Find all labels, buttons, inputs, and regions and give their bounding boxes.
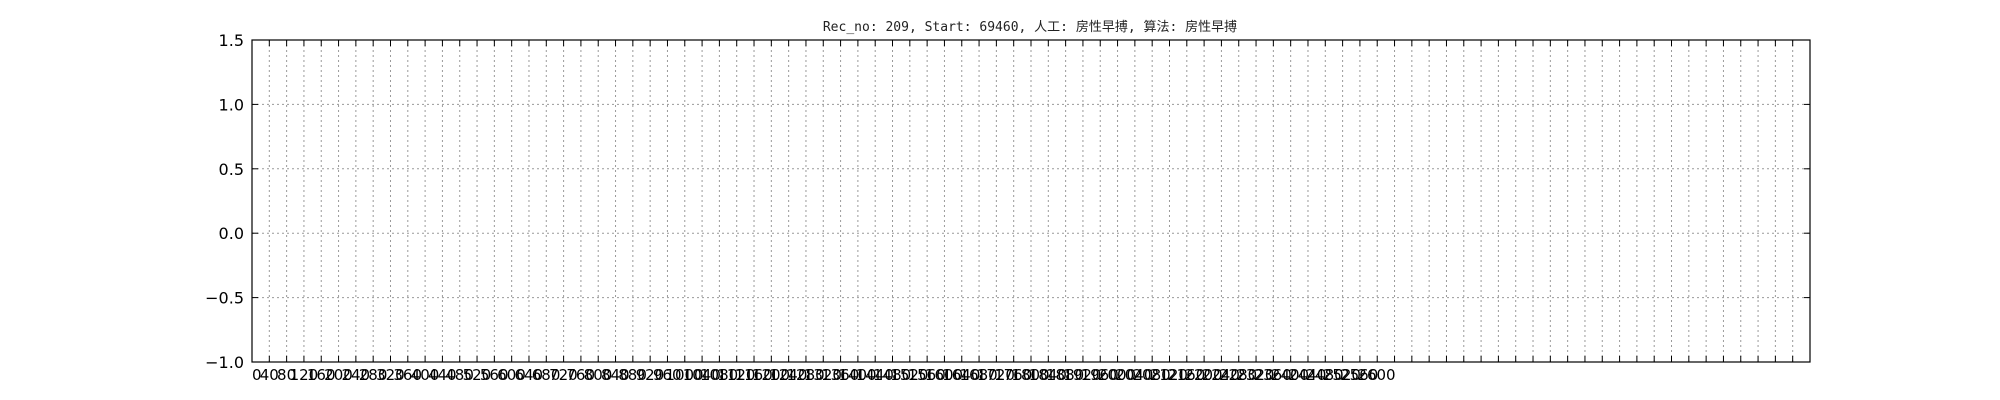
x-tick-label: 2240 xyxy=(1202,366,1240,384)
x-tick-label: 1960 xyxy=(1081,366,1119,384)
x-tick-label: 1160 xyxy=(735,366,773,384)
x-tick-label: 240 xyxy=(341,366,370,384)
x-tick-label: 1320 xyxy=(804,366,842,384)
x-tick-label: 1360 xyxy=(821,366,859,384)
x-tick-label: 2000 xyxy=(1098,366,1136,384)
x-tick-label: 1280 xyxy=(787,366,825,384)
x-tick-label: 880 xyxy=(618,366,647,384)
x-tick-label: 360 xyxy=(393,366,422,384)
x-tick-label: 440 xyxy=(428,366,457,384)
chart-title: Rec_no: 209, Start: 69460, 人工: 房性早搏, 算法:… xyxy=(823,19,1237,35)
y-tick-label: 0.5 xyxy=(219,160,244,179)
x-tick-label: 920 xyxy=(636,366,665,384)
x-tick-label: 1480 xyxy=(873,366,911,384)
x-tick-label: 760 xyxy=(566,366,595,384)
x-tick-label: 40 xyxy=(260,366,279,384)
x-tick-label: 2440 xyxy=(1288,366,1326,384)
x-tick-label: 0 xyxy=(252,366,262,384)
x-tick-label: 720 xyxy=(549,366,578,384)
y-tick-label: 1.5 xyxy=(219,31,244,50)
x-tick-label: 1680 xyxy=(960,366,998,384)
y-tick-label: 1.0 xyxy=(219,95,244,114)
x-tick-label: 640 xyxy=(514,366,543,384)
x-tick-label: 1920 xyxy=(1063,366,1101,384)
x-tick-label: 480 xyxy=(445,366,474,384)
y-tick-label: −0.5 xyxy=(205,289,244,308)
x-tick-label: 800 xyxy=(584,366,613,384)
x-tick-label: 280 xyxy=(359,366,388,384)
x-tick-label: 1120 xyxy=(717,366,755,384)
x-tick-label: 1840 xyxy=(1029,366,1067,384)
y-tick-label: 0.0 xyxy=(219,224,244,243)
x-tick-label: 2280 xyxy=(1219,366,1257,384)
x-tick-label: 1240 xyxy=(769,366,807,384)
x-tick-label: 1720 xyxy=(977,366,1015,384)
x-tick-label: 840 xyxy=(601,366,630,384)
y-tick-label: −1.0 xyxy=(205,353,244,372)
x-tick-label: 120 xyxy=(290,366,319,384)
x-tick-label: 1040 xyxy=(683,366,721,384)
x-tick-label: 2560 xyxy=(1340,366,1378,384)
x-tick-label: 1560 xyxy=(908,366,946,384)
x-tick-label: 320 xyxy=(376,366,405,384)
x-tick-label: 2040 xyxy=(1115,366,1153,384)
x-tick-label: 1440 xyxy=(856,366,894,384)
x-tick-label: 2520 xyxy=(1323,366,1361,384)
axis-ticks xyxy=(251,39,1811,363)
y-axis-labels: −1.0 −0.5 0.0 0.5 1.0 1.5 xyxy=(205,31,244,372)
x-tick-label: 2480 xyxy=(1306,366,1344,384)
x-tick-label: 680 xyxy=(532,366,561,384)
x-tick-label: 160 xyxy=(307,366,336,384)
x-tick-label: 1880 xyxy=(1046,366,1084,384)
x-tick-label: 2160 xyxy=(1167,366,1205,384)
x-tick-label: 1400 xyxy=(838,366,876,384)
x-tick-label: 1600 xyxy=(925,366,963,384)
plot-frame xyxy=(251,39,1811,363)
x-tick-label: 200 xyxy=(324,366,353,384)
x-tick-label: 1520 xyxy=(890,366,928,384)
x-tick-label: 1640 xyxy=(942,366,980,384)
x-tick-label: 1760 xyxy=(994,366,1032,384)
grid xyxy=(252,40,1810,362)
x-tick-label: 1080 xyxy=(700,366,738,384)
x-axis-labels: 0408012016020024028032036040044048052056… xyxy=(252,366,1396,384)
x-tick-label: 1200 xyxy=(752,366,790,384)
x-tick-label: 560 xyxy=(480,366,509,384)
x-tick-label: 2400 xyxy=(1271,366,1309,384)
x-tick-label: 1800 xyxy=(1011,366,1049,384)
x-tick-label: 520 xyxy=(463,366,492,384)
x-tick-label: 600 xyxy=(497,366,526,384)
x-tick-label: 80 xyxy=(277,366,296,384)
x-tick-label: 2080 xyxy=(1133,366,1171,384)
x-tick-label: 1000 xyxy=(665,366,703,384)
x-tick-label: 400 xyxy=(411,366,440,384)
x-tick-label: 2120 xyxy=(1150,366,1188,384)
x-tick-label: 2360 xyxy=(1254,366,1292,384)
x-tick-label: 2200 xyxy=(1184,366,1222,384)
x-tick-label: 2600 xyxy=(1357,366,1395,384)
x-tick-label: 960 xyxy=(653,366,682,384)
x-tick-label: 2320 xyxy=(1236,366,1274,384)
